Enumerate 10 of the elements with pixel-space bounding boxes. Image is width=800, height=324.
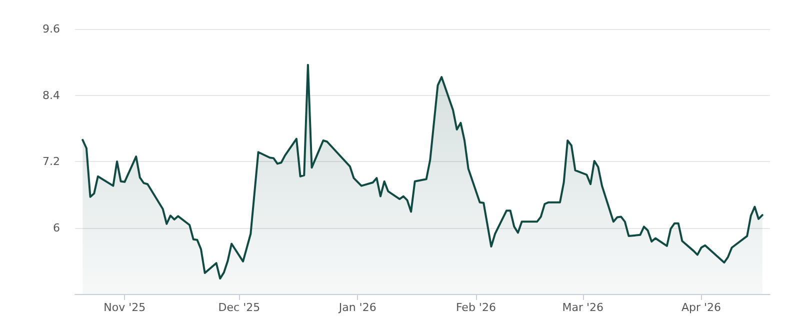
- x-tick-label: Apr '26: [681, 301, 722, 314]
- y-tick-label: 6: [53, 221, 60, 234]
- x-tick-label: Nov '25: [104, 301, 146, 314]
- y-tick-label: 8.4: [42, 88, 60, 102]
- x-tick-label: Jan '26: [338, 301, 376, 314]
- x-tick-label: Mar '26: [562, 301, 604, 314]
- y-tick-label: 7.2: [42, 155, 60, 168]
- x-tick-label: Dec '25: [218, 301, 260, 314]
- y-tick-label: 9.6: [42, 22, 60, 36]
- x-tick-label: Feb '26: [456, 301, 496, 314]
